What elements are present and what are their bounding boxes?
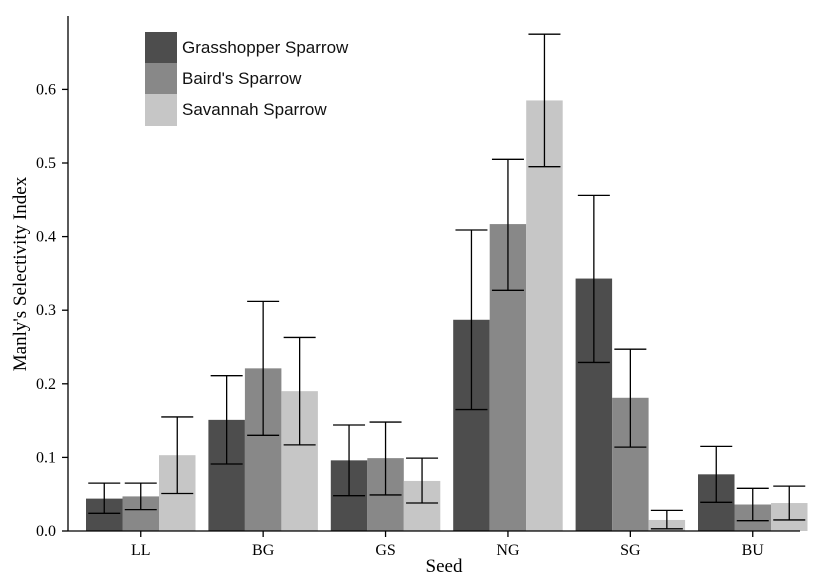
legend-swatch-savannah-sparrow: [145, 94, 177, 126]
x-tick-label: BG: [252, 542, 275, 559]
y-tick-label: 0.6: [36, 81, 56, 98]
legend-swatch-grasshopper-sparrow: [145, 32, 177, 64]
error-bar-baird-s-sparrow-bg: [247, 300, 280, 436]
error-bar-baird-s-sparrow-ll: [124, 482, 157, 511]
legend-label-baird-s-sparrow: Baird's Sparrow: [182, 69, 302, 88]
x-tick-label: BU: [742, 542, 765, 559]
legend-label-savannah-sparrow: Savannah Sparrow: [182, 100, 327, 119]
error-bar-baird-s-sparrow-ng: [491, 158, 524, 291]
y-tick-label: 0.2: [36, 376, 56, 393]
y-axis-title: Manly's Selectivity Index: [10, 176, 31, 371]
error-bar-grasshopper-sparrow-gs: [333, 424, 366, 497]
error-bar-baird-s-sparrow-bu: [736, 487, 769, 522]
error-bar-grasshopper-sparrow-sg: [577, 194, 610, 364]
error-bar-savannah-sparrow-ng: [528, 33, 561, 168]
x-tick-label: GS: [375, 542, 395, 559]
x-tick-label: NG: [496, 542, 520, 559]
error-bar-savannah-sparrow-ll: [161, 416, 194, 495]
error-bar-savannah-sparrow-sg: [650, 509, 683, 530]
legend-swatch-baird-s-sparrow: [145, 63, 177, 95]
error-bar-baird-s-sparrow-sg: [614, 348, 647, 448]
bar-savannah-sparrow-ng: [526, 100, 563, 531]
x-axis-ticks: LL BG GS NG SG BU: [131, 531, 764, 559]
error-bar-grasshopper-sparrow-bg: [210, 375, 243, 465]
legend-label-grasshopper-sparrow: Grasshopper Sparrow: [182, 38, 349, 57]
y-tick-label: 0.4: [36, 229, 56, 246]
error-bar-savannah-sparrow-bg: [283, 336, 316, 446]
error-bar-savannah-sparrow-gs: [406, 457, 439, 504]
x-tick-label: SG: [620, 542, 641, 559]
error-bars-layer: [88, 33, 806, 530]
error-bar-grasshopper-sparrow-ng: [455, 229, 488, 411]
y-tick-label: 0.3: [36, 302, 56, 319]
x-axis-title: Seed: [426, 556, 463, 577]
x-tick-label: LL: [131, 542, 151, 559]
y-tick-label: 0.1: [36, 449, 56, 466]
legend: Grasshopper Sparrow Baird's Sparrow Savann…: [145, 32, 349, 126]
error-bar-grasshopper-sparrow-ll: [88, 482, 121, 514]
error-bar-savannah-sparrow-bu: [773, 485, 806, 521]
y-tick-label: 0.5: [36, 155, 56, 172]
error-bar-baird-s-sparrow-gs: [369, 421, 402, 496]
bars-layer: [86, 100, 808, 531]
y-axis-ticks: 0.0 0.1 0.2 0.3 0.4 0.5 0.6: [36, 81, 68, 540]
y-tick-label: 0.0: [36, 523, 56, 540]
error-bar-grasshopper-sparrow-bu: [700, 445, 733, 503]
